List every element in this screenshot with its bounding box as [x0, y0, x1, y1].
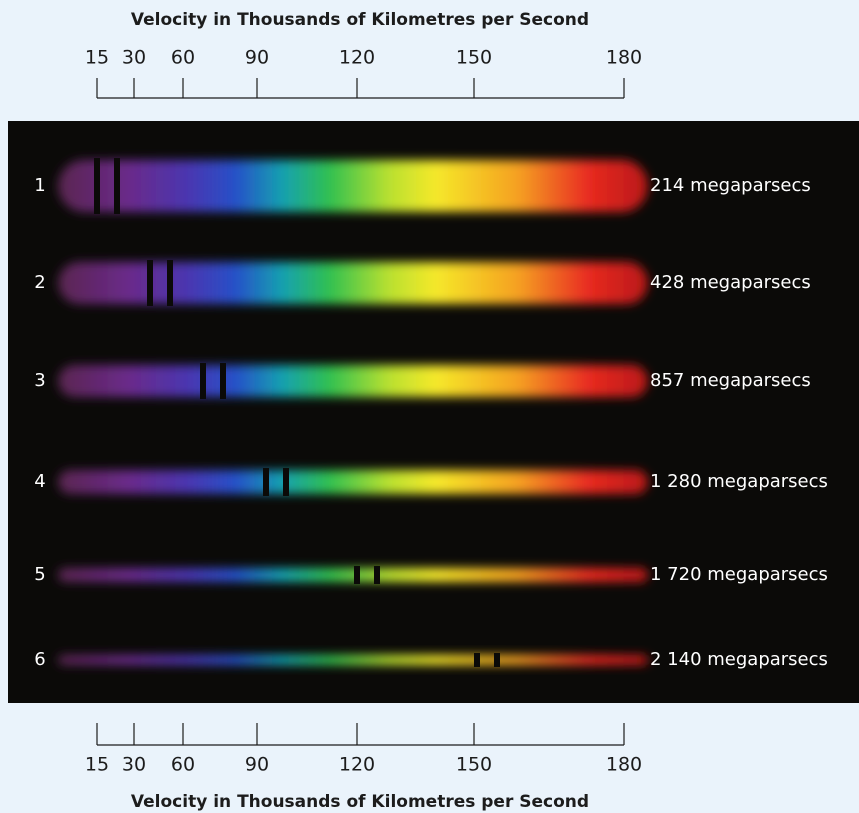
spectrum [58, 365, 648, 397]
top-tick-label: 15 [85, 47, 109, 69]
bottom-tick-label: 60 [171, 754, 195, 776]
absorption-line [494, 653, 500, 667]
distance-label: 428 megaparsecs [650, 272, 811, 293]
top-tick-label: 180 [606, 47, 642, 69]
distance-label: 2 140 megaparsecs [650, 649, 828, 670]
row-label: 5 [34, 564, 45, 585]
absorption-line [167, 260, 173, 306]
bottom-tick-label: 150 [456, 754, 492, 776]
row-label: 6 [34, 649, 45, 670]
absorption-line [263, 468, 269, 496]
spectrum [58, 262, 648, 304]
background-panel [8, 121, 859, 703]
absorption-line [220, 363, 226, 399]
top-tick-label: 60 [171, 47, 195, 69]
row-label: 1 [34, 175, 45, 196]
absorption-line [147, 260, 153, 306]
row-label: 3 [34, 370, 45, 391]
absorption-line [354, 566, 360, 584]
top-tick-label: 120 [339, 47, 375, 69]
top-tick-label: 150 [456, 47, 492, 69]
top-tick-label: 90 [245, 47, 269, 69]
spectrum [58, 655, 648, 665]
absorption-line [474, 653, 480, 667]
spectrum [58, 568, 648, 582]
distance-label: 857 megaparsecs [650, 370, 811, 391]
bottom-tick-label: 90 [245, 754, 269, 776]
bottom-tick-label: 120 [339, 754, 375, 776]
distance-label: 1 280 megaparsecs [650, 471, 828, 492]
distance-label: 1 720 megaparsecs [650, 564, 828, 585]
row-label: 2 [34, 272, 45, 293]
absorption-line [114, 158, 120, 214]
top-tick-label: 30 [122, 47, 146, 69]
bottom-axis-title: Velocity in Thousands of Kilometres per … [131, 792, 589, 812]
absorption-line [94, 158, 100, 214]
absorption-line [200, 363, 206, 399]
absorption-line [283, 468, 289, 496]
distance-label: 214 megaparsecs [650, 175, 811, 196]
row-label: 4 [34, 471, 45, 492]
bottom-tick-label: 30 [122, 754, 146, 776]
spectrum [58, 160, 648, 212]
bottom-tick-label: 180 [606, 754, 642, 776]
top-axis-title: Velocity in Thousands of Kilometres per … [131, 10, 589, 30]
spectrum [58, 470, 648, 494]
bottom-tick-label: 15 [85, 754, 109, 776]
absorption-line [374, 566, 380, 584]
